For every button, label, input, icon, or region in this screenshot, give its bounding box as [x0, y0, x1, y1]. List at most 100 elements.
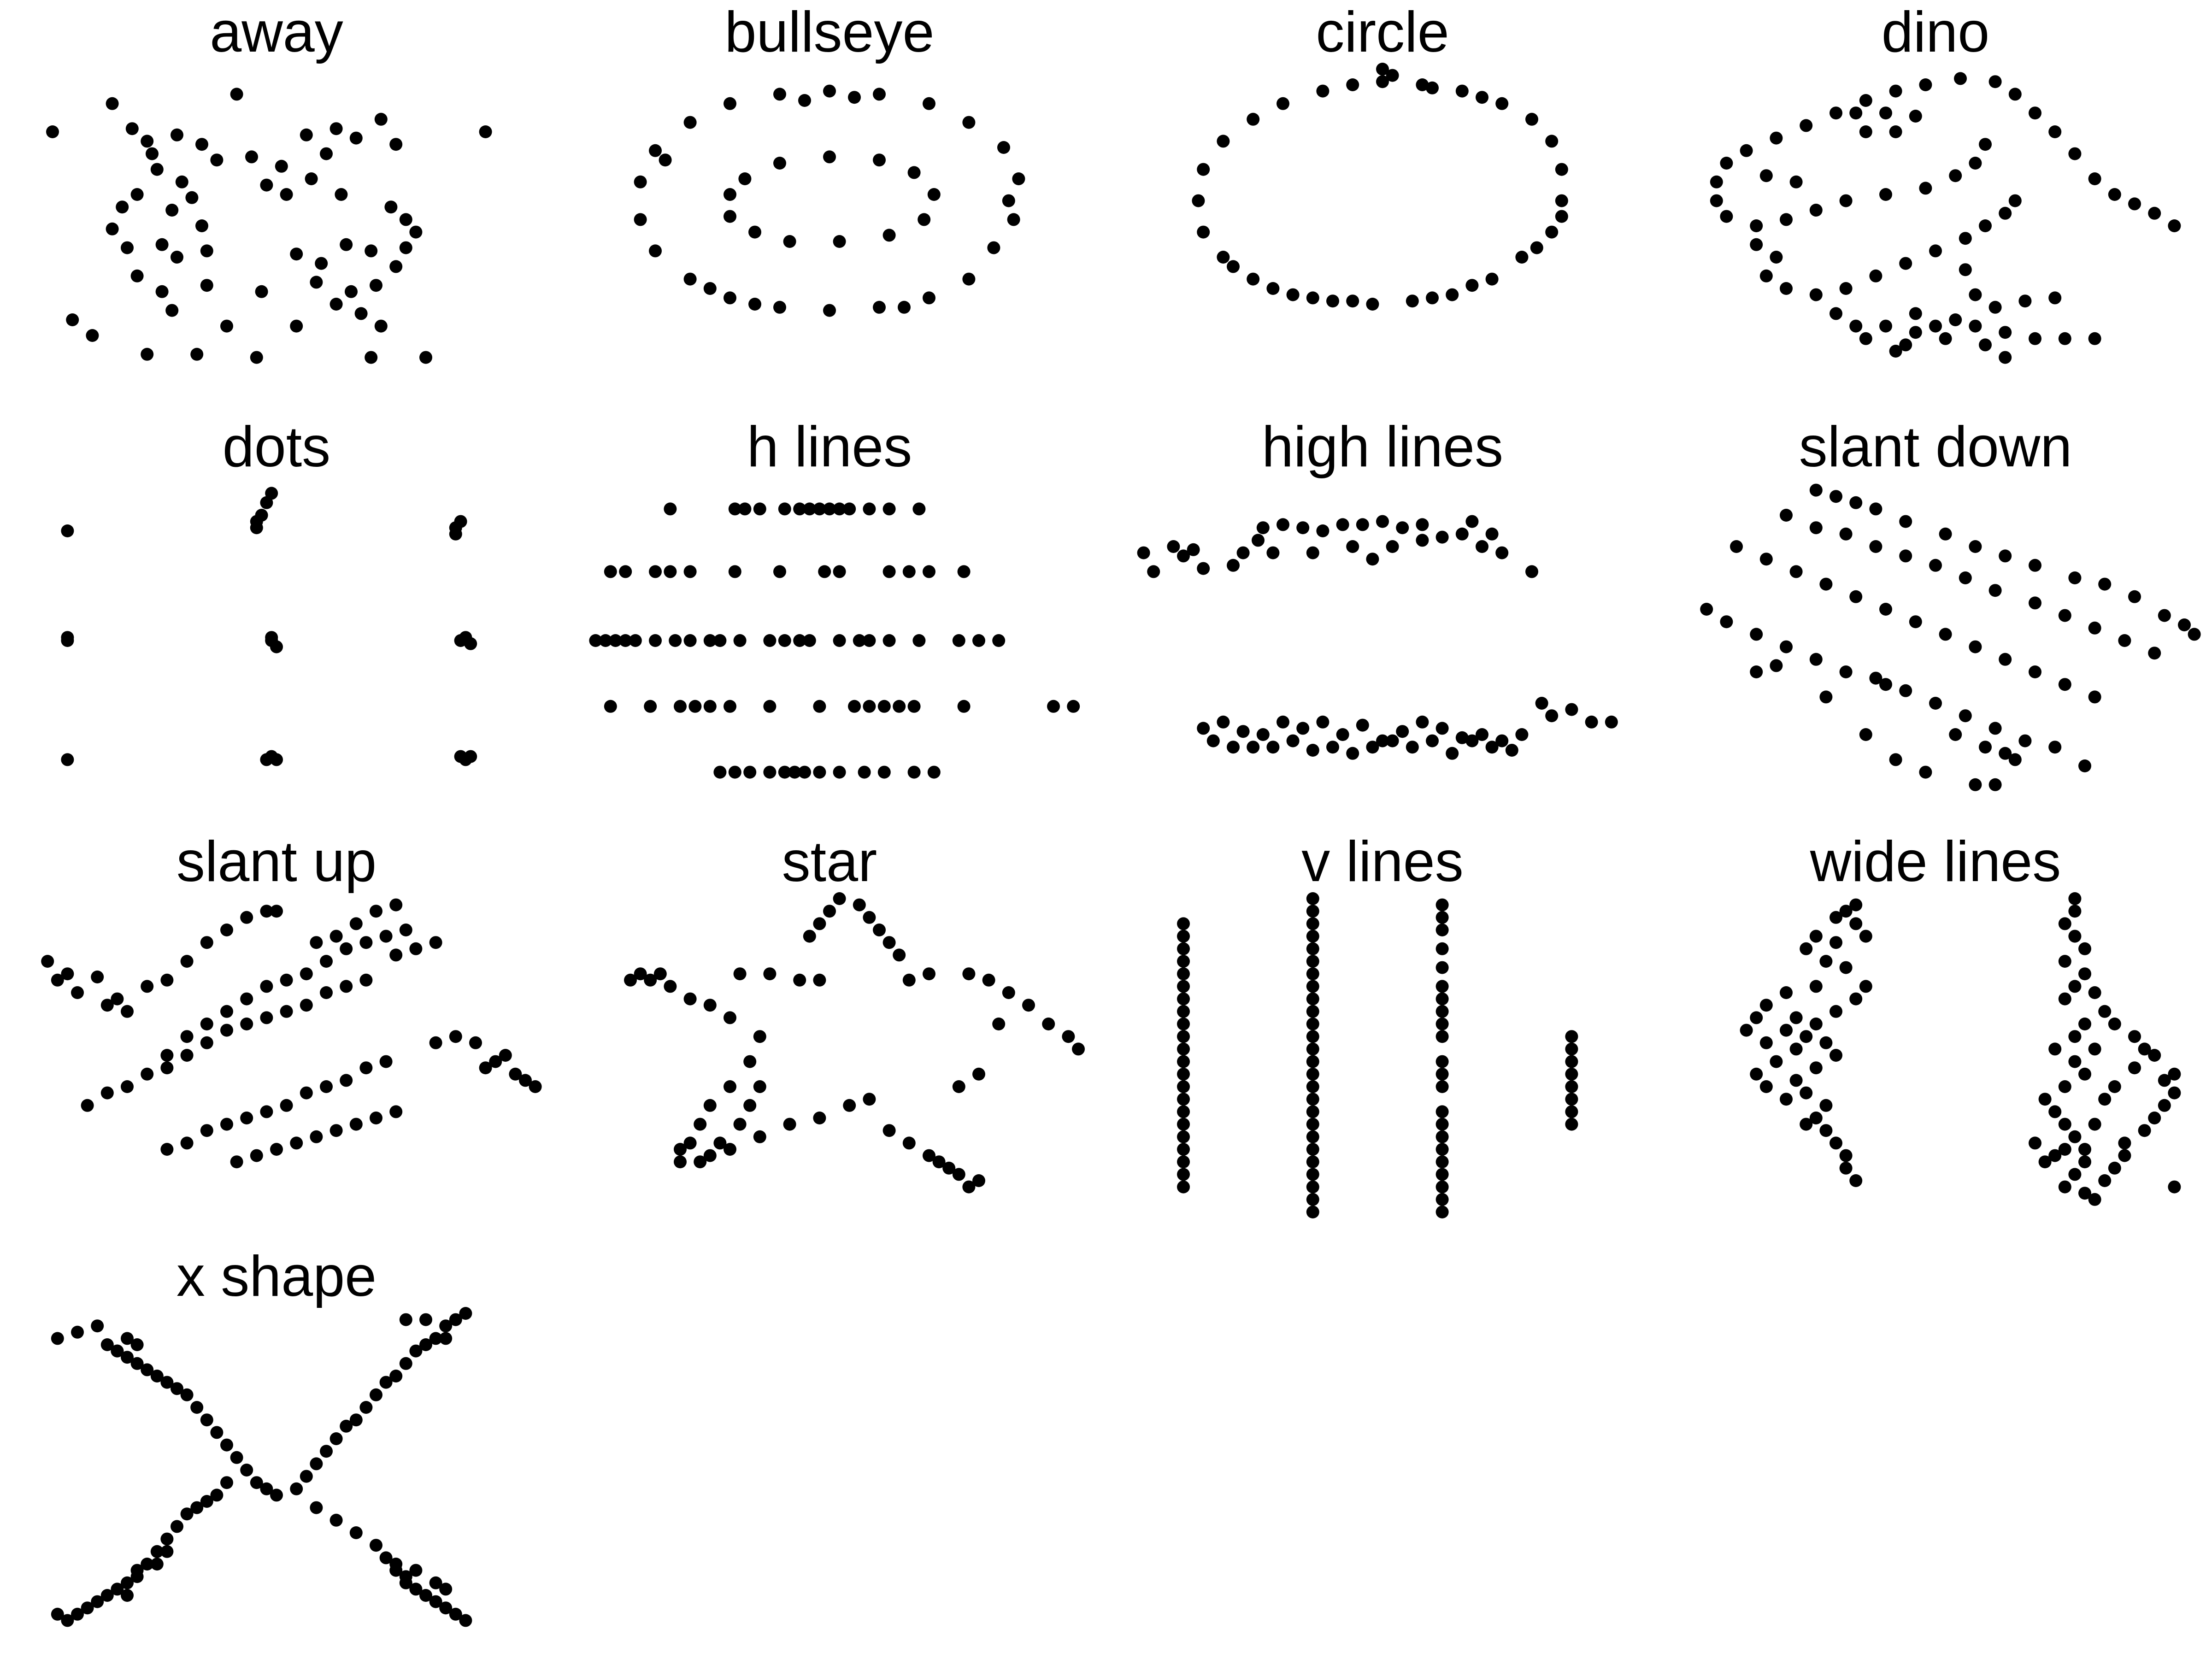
data-point — [902, 1136, 916, 1150]
data-point — [1750, 1067, 1763, 1081]
data-point — [1759, 269, 1773, 282]
data-point — [2029, 559, 2041, 572]
data-point — [1969, 640, 1982, 653]
data-point — [738, 172, 752, 185]
data-point — [2088, 621, 2101, 635]
data-point — [180, 1030, 194, 1043]
data-point — [1435, 898, 1449, 912]
data-point — [1839, 194, 1853, 207]
data-point — [1954, 72, 1967, 85]
data-point — [499, 1049, 512, 1062]
data-point — [429, 1595, 442, 1608]
data-point — [738, 502, 752, 516]
data-point — [653, 967, 667, 981]
data-point — [1830, 911, 1842, 924]
data-point — [155, 285, 169, 298]
data-point — [1780, 1093, 1793, 1106]
data-point — [853, 898, 866, 912]
data-point — [1770, 659, 1783, 672]
data-point — [753, 1080, 766, 1093]
data-point — [2148, 1049, 2161, 1062]
data-point — [1476, 91, 1488, 104]
data-point — [320, 1080, 333, 1093]
data-point — [1366, 553, 1379, 566]
data-point — [1396, 725, 1409, 738]
data-point — [1495, 546, 1509, 559]
data-point — [270, 753, 283, 766]
data-point — [150, 1370, 164, 1382]
data-point — [1849, 1174, 1863, 1187]
data-point — [479, 1061, 492, 1075]
data-point — [1177, 1118, 1190, 1131]
data-point — [265, 631, 278, 644]
data-point — [1197, 722, 1210, 735]
data-point — [1809, 653, 1823, 666]
data-point — [260, 1482, 273, 1495]
data-point — [165, 204, 179, 217]
data-point — [370, 905, 382, 918]
data-point — [389, 138, 403, 151]
data-point — [694, 1155, 707, 1169]
data-point — [210, 153, 224, 167]
data-point — [1426, 734, 1439, 747]
data-point — [1919, 765, 1932, 779]
data-point — [1770, 251, 1783, 264]
panel-title: star — [782, 830, 877, 894]
data-point — [599, 634, 612, 647]
data-point — [150, 1545, 164, 1558]
data-point — [724, 1011, 736, 1024]
data-point — [2068, 905, 2082, 918]
data-point — [1839, 1161, 1853, 1175]
data-point — [1585, 715, 1598, 729]
data-point — [1889, 753, 1902, 766]
data-point — [2048, 741, 2062, 754]
data-point — [1177, 1067, 1190, 1081]
data-point — [185, 191, 199, 204]
data-point — [2068, 1130, 2082, 1143]
data-point — [1177, 1168, 1190, 1181]
data-point — [345, 285, 358, 298]
data-point — [882, 229, 896, 242]
data-point — [907, 765, 921, 779]
data-point — [419, 1589, 432, 1602]
data-point — [2118, 634, 2131, 647]
data-point — [1476, 728, 1488, 741]
data-point — [141, 1558, 154, 1571]
data-point — [359, 936, 373, 949]
data-point — [464, 750, 477, 763]
data-point — [2128, 590, 2141, 603]
data-point — [349, 917, 363, 930]
data-point — [2058, 917, 2071, 930]
data-point — [329, 298, 343, 311]
data-point — [1042, 1018, 1055, 1030]
data-point — [1999, 326, 2012, 339]
data-point — [1197, 225, 1210, 239]
data-point — [1909, 615, 1922, 629]
data-point — [1277, 715, 1289, 729]
data-point — [1177, 1018, 1190, 1030]
data-point — [898, 300, 911, 314]
data-point — [773, 565, 786, 578]
data-point — [1386, 734, 1399, 747]
data-point — [923, 565, 935, 578]
data-point — [1899, 338, 1912, 352]
data-point — [240, 992, 253, 1006]
data-point — [370, 1112, 382, 1124]
data-point — [823, 304, 836, 317]
data-point — [1849, 898, 1863, 912]
data-point — [1759, 169, 1773, 182]
data-point — [2029, 1136, 2041, 1150]
data-point — [923, 1149, 935, 1162]
data-point — [1306, 1168, 1319, 1181]
data-point — [1177, 1055, 1190, 1068]
data-point — [1545, 135, 1559, 148]
data-point — [893, 700, 906, 713]
data-point — [1306, 1030, 1319, 1043]
data-point — [1789, 1042, 1803, 1056]
data-point — [1495, 734, 1509, 747]
data-point — [1939, 527, 1952, 541]
data-point — [927, 188, 941, 201]
data-point — [2008, 88, 2022, 101]
data-point — [649, 144, 662, 157]
data-point — [927, 765, 941, 779]
